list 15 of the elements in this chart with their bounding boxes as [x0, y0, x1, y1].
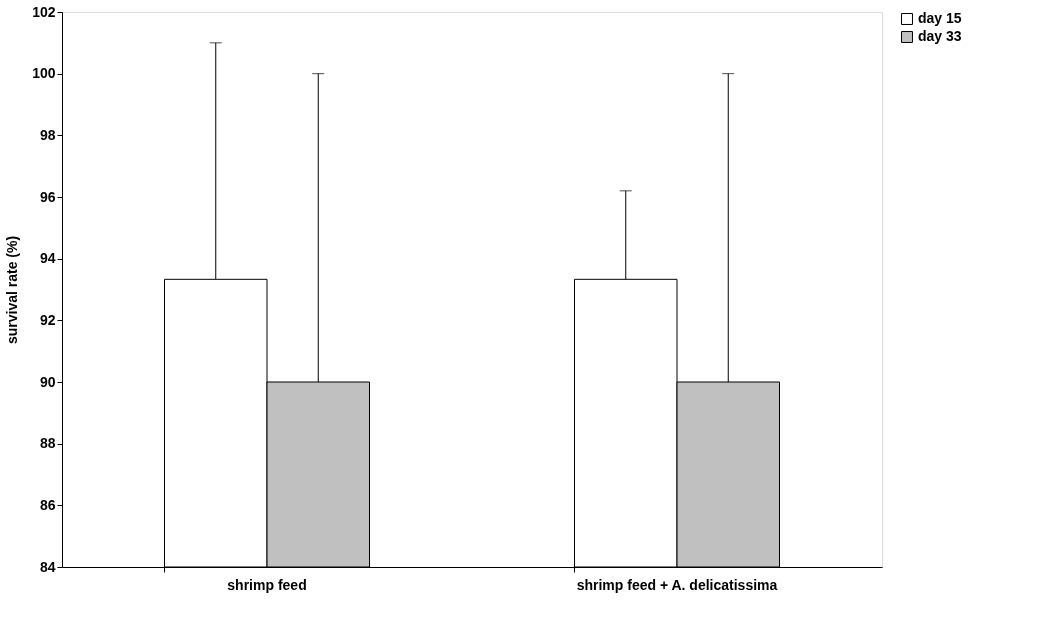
- y-tick-label: 102: [32, 3, 56, 20]
- y-tick-label: 90: [39, 373, 56, 390]
- legend-label: day 33: [918, 28, 962, 44]
- y-tick-label: 84: [39, 558, 56, 575]
- y-tick-label: 92: [39, 311, 56, 328]
- legend-label: day 15: [918, 10, 962, 26]
- x-tick-label: shrimp feed: [227, 576, 307, 593]
- y-tick-label: 94: [39, 250, 56, 267]
- y-tick-label: 98: [39, 126, 56, 143]
- y-tick-label: 86: [39, 496, 56, 513]
- y-tick-label: 100: [32, 65, 56, 82]
- y-tick-label: 88: [39, 435, 56, 452]
- x-tick-label: shrimp feed + A. delicatissima: [576, 576, 778, 593]
- y-tick-label: 96: [39, 188, 56, 205]
- y-axis-title: survival rate (%): [4, 235, 21, 345]
